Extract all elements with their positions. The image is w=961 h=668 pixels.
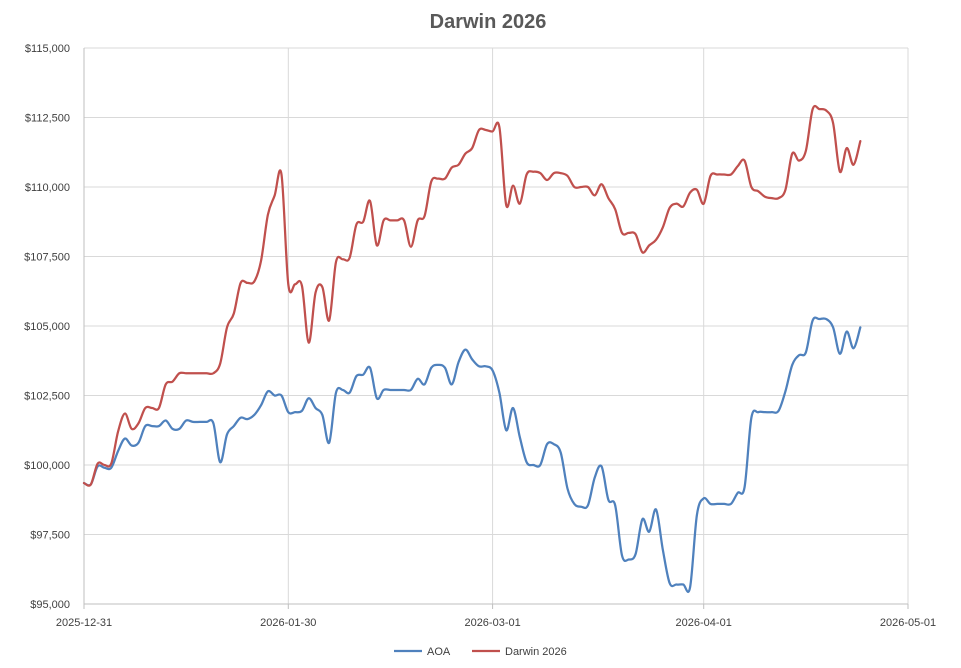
x-tick-label: 2026-04-01 (676, 617, 732, 629)
legend-label: Darwin 2026 (505, 646, 567, 658)
axes: $95,000 $97,500 $100,000 $102,500 $105,000 $1… (24, 43, 936, 629)
series-line-aoa (82, 316, 862, 593)
legend: AOA Darwin 2026 (394, 646, 567, 658)
gridlines (83, 47, 909, 605)
y-tick-label: $100,000 (24, 460, 70, 472)
series-line-darwin-2026 (82, 104, 862, 487)
y-tick-label: $107,500 (24, 252, 70, 264)
y-tick-label: $110,000 (25, 182, 70, 194)
x-tick-label: 2026-05-01 (880, 617, 936, 629)
y-tick-label: $102,500 (24, 391, 70, 403)
series-lines (82, 104, 862, 593)
legend-label: AOA (427, 646, 451, 658)
chart-title: Darwin 2026 (430, 11, 547, 33)
y-tick-label: $97,500 (30, 530, 70, 542)
y-tick-label: $115,000 (25, 43, 70, 55)
x-tick-label: 2026-03-01 (464, 617, 520, 629)
x-tick-label: 2026-01-30 (260, 617, 316, 629)
y-tick-label: $112,500 (25, 113, 70, 125)
x-tick-label: 2025-12-31 (56, 617, 112, 629)
y-tick-label: $105,000 (24, 321, 70, 333)
y-tick-label: $95,000 (30, 599, 70, 611)
